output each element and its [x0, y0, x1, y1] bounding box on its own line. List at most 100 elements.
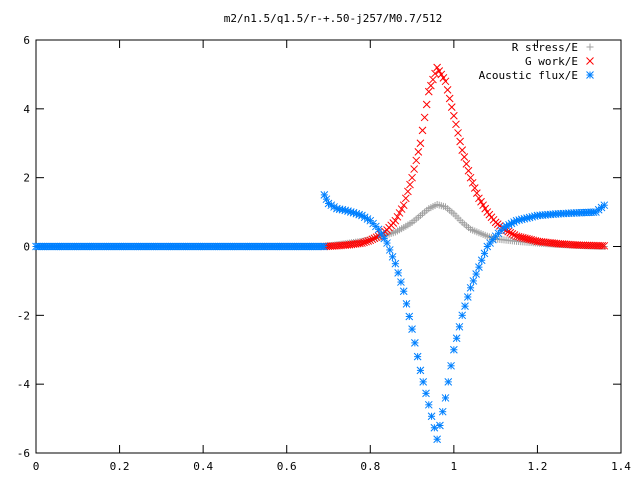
data-point: [370, 234, 379, 243]
data-point: [394, 269, 402, 277]
data-point: [447, 103, 456, 111]
data-point: [362, 237, 370, 246]
data-point: [368, 235, 377, 244]
data-point: [424, 400, 433, 409]
data-point: [458, 146, 467, 154]
data-point: [406, 180, 414, 189]
data-point: [402, 300, 411, 308]
legend-marker: [586, 71, 594, 79]
data-point: [412, 156, 421, 165]
data-point: [469, 277, 478, 285]
x-tick-label: 1.4: [611, 460, 631, 473]
data-point: [397, 278, 405, 286]
data-point: [416, 139, 425, 148]
x-tick-label: 1.2: [527, 460, 547, 473]
data-point: [327, 201, 336, 210]
data-point: [548, 239, 556, 247]
data-point: [439, 74, 448, 82]
data-point: [422, 389, 430, 398]
data-point: [404, 187, 412, 196]
data-point: [598, 241, 607, 250]
data-point: [408, 325, 416, 333]
data-marks: [32, 63, 609, 444]
x-tick-label: 0.8: [360, 460, 380, 473]
data-point: [571, 240, 579, 249]
x-tick-label: 1: [451, 460, 458, 473]
data-point: [419, 378, 428, 386]
data-point: [374, 225, 383, 234]
y-tick-label: -2: [17, 309, 30, 322]
data-point: [445, 94, 454, 103]
legend-label: G work/E: [525, 55, 578, 68]
series-1: [320, 63, 609, 251]
data-point: [521, 234, 529, 243]
data-point: [562, 240, 571, 249]
data-point: [418, 126, 427, 135]
data-point: [477, 256, 486, 265]
data-point: [450, 111, 458, 120]
data-point: [531, 236, 540, 245]
data-point: [550, 239, 558, 248]
data-point: [437, 70, 446, 79]
axis-ticks: 0 0.2 0.4 0.6 0.8 1 1.2 1.4 6 4 2 0 -2 -4 -6: [17, 34, 632, 473]
data-point: [320, 191, 329, 199]
data-point: [431, 69, 439, 78]
data-point: [514, 232, 523, 241]
data-point: [360, 213, 369, 222]
data-point: [408, 173, 416, 182]
data-point: [479, 201, 487, 210]
data-point: [427, 81, 435, 90]
y-tick-label: 0: [23, 241, 30, 254]
data-point: [411, 339, 419, 347]
data-point: [516, 233, 525, 242]
data-point: [330, 203, 338, 211]
x-tick-label: 0: [33, 460, 40, 473]
data-point: [377, 230, 386, 238]
data-point: [537, 237, 546, 246]
legend-label: Acoustic flux/E: [479, 69, 578, 82]
data-point: [461, 302, 469, 311]
data-point: [414, 148, 423, 156]
data-point: [508, 230, 517, 238]
data-point: [560, 240, 569, 249]
data-point: [433, 435, 441, 444]
data-point: [322, 195, 331, 204]
data-point: [383, 239, 391, 247]
data-point: [450, 345, 458, 354]
data-point: [441, 394, 450, 402]
data-point: [529, 236, 538, 245]
data-point: [395, 209, 404, 217]
data-point: [554, 239, 563, 248]
data-point: [468, 178, 477, 187]
data-point: [391, 259, 400, 268]
data-point: [399, 201, 408, 210]
x-tick-label: 0.6: [277, 460, 297, 473]
data-point: [401, 194, 410, 203]
data-point: [544, 238, 552, 247]
data-point: [372, 233, 381, 242]
y-tick-label: 6: [23, 34, 30, 47]
data-point: [416, 366, 425, 375]
data-point: [600, 241, 609, 250]
data-point: [324, 199, 333, 208]
data-point: [556, 240, 565, 248]
data-point: [427, 412, 436, 421]
data-point: [380, 234, 389, 243]
data-point: [567, 240, 575, 249]
data-point: [504, 227, 513, 236]
data-point: [525, 235, 533, 244]
data-point: [464, 166, 473, 175]
chart-title: m2/n1.5/q1.5/r-+.50-j257/M0.7/512: [224, 12, 443, 25]
data-point: [552, 239, 561, 248]
data-point: [466, 283, 475, 292]
data-point: [455, 322, 464, 331]
data-point: [410, 165, 419, 173]
data-point: [600, 201, 609, 210]
data-point: [438, 407, 447, 416]
data-point: [393, 212, 402, 221]
data-point: [506, 228, 515, 237]
data-point: [466, 173, 475, 182]
data-point: [452, 120, 460, 129]
